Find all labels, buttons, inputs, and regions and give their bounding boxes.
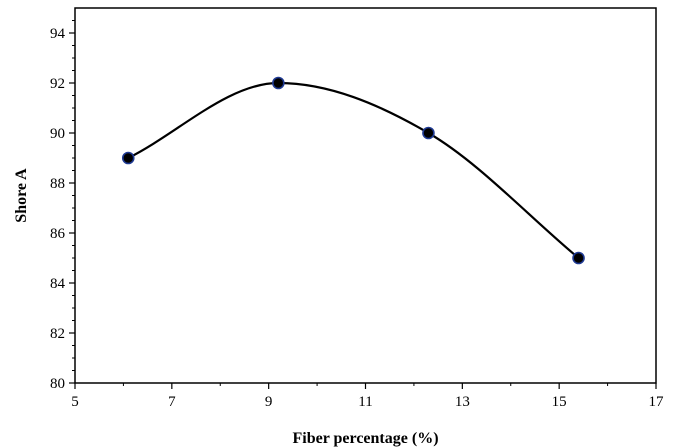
x-tick-label: 13 xyxy=(455,394,470,410)
data-point xyxy=(272,76,285,90)
y-tick-label: 82 xyxy=(50,326,65,342)
y-tick-label: 86 xyxy=(50,226,66,242)
x-axis-title: Fiber percentage (%) xyxy=(292,430,438,447)
x-tick-label: 17 xyxy=(649,394,665,410)
x-tick-label: 7 xyxy=(168,394,176,410)
x-tick-label: 9 xyxy=(265,394,273,410)
series-line xyxy=(127,81,580,259)
y-axis-title: Shore A xyxy=(13,168,30,223)
y-tick-label: 88 xyxy=(50,176,65,192)
x-tick-label: 5 xyxy=(71,394,79,410)
x-tick-label: 15 xyxy=(552,394,567,410)
y-tick-label: 94 xyxy=(50,26,66,42)
y-tick-label: 92 xyxy=(50,76,65,92)
y-tick-label: 90 xyxy=(50,126,65,142)
data-point xyxy=(121,151,135,165)
data-point xyxy=(422,126,435,140)
plot-frame xyxy=(74,7,657,384)
plot-area: 5 7 9 11 13 15 17 80 82 84 86 88 90 92 94 xyxy=(50,7,665,410)
y-tick-label: 80 xyxy=(50,376,65,392)
x-tick-label: 11 xyxy=(358,394,372,410)
y-tick-label: 84 xyxy=(50,276,66,292)
data-point xyxy=(572,251,585,265)
